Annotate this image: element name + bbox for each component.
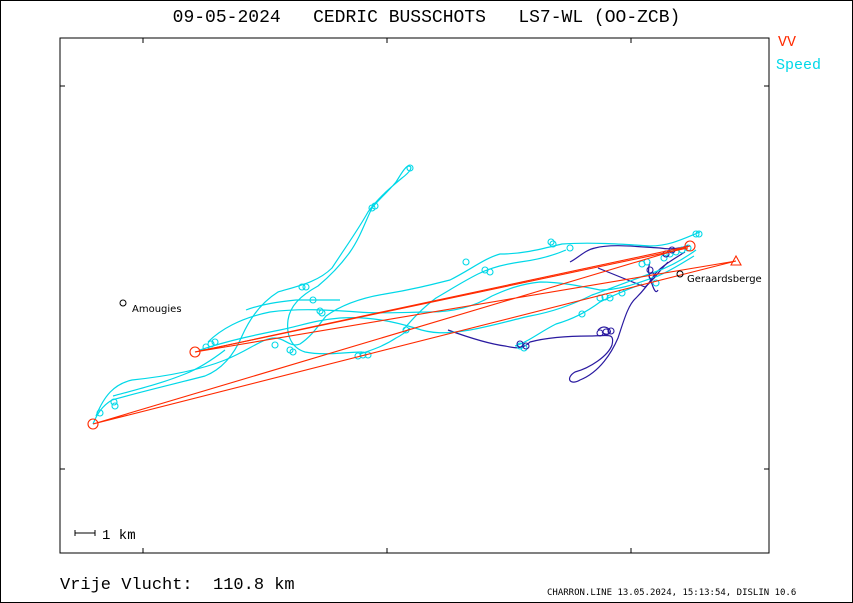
slow-thermal-circles xyxy=(516,246,676,350)
place-label: Amougies xyxy=(132,304,182,315)
scale-bar-label: 1 km xyxy=(102,528,136,544)
flight-title: 09-05-2024 CEDRIC BUSSCHOTS LS7-WL (OO-Z… xyxy=(172,8,681,28)
axis-ticks xyxy=(60,38,769,553)
turnpoint-east xyxy=(684,240,696,252)
speed-thermal-circles xyxy=(96,164,703,417)
place-marker xyxy=(119,299,127,307)
footer-credit: CHARRON.LINE 13.05.2024, 15:13:54, DISLI… xyxy=(547,588,797,598)
turnpoint-start xyxy=(87,418,99,430)
legend-vv: VV xyxy=(778,34,797,51)
place-geraardsbergen: Geraardsberge xyxy=(676,270,762,285)
vv-turnpoints xyxy=(87,240,742,430)
turnpoint-west xyxy=(189,346,201,358)
map-plot-area xyxy=(59,37,770,554)
legend-speed: Speed xyxy=(776,57,822,74)
free-flight-distance: Vrije Vlucht: 110.8 km xyxy=(60,576,295,595)
slow-track xyxy=(447,245,689,383)
turnpoint-finish xyxy=(730,254,742,266)
scale-bar: 1 km xyxy=(74,528,136,544)
place-amougies: Amougies xyxy=(119,299,182,315)
place-marker xyxy=(676,270,684,278)
vv-route xyxy=(92,245,737,425)
place-label: Geraardsberge xyxy=(687,274,762,285)
